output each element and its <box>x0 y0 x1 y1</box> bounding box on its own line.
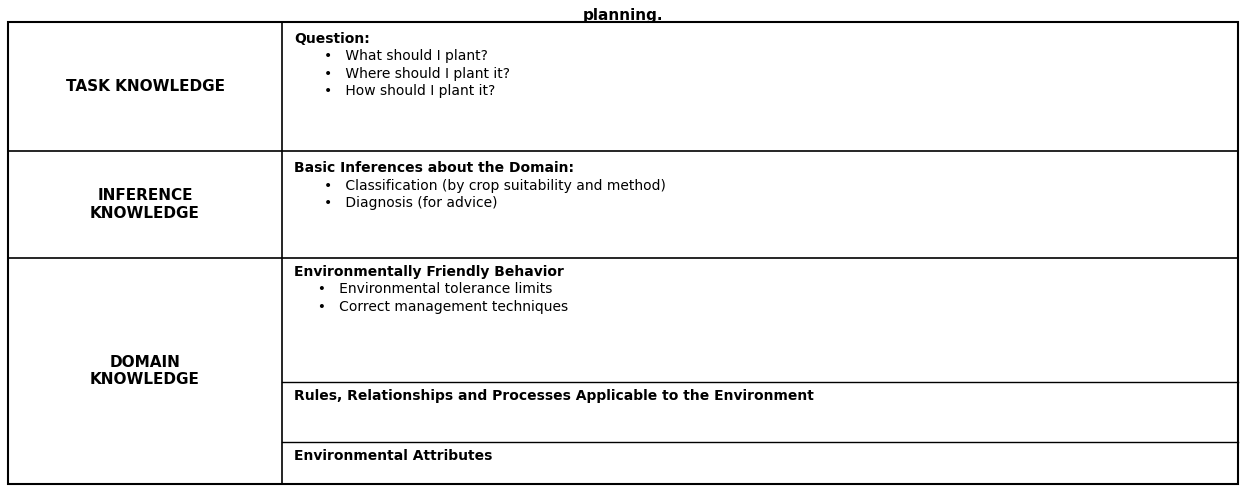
Text: •   Classification (by crop suitability and method): • Classification (by crop suitability an… <box>324 179 667 193</box>
Text: Environmental Attributes: Environmental Attributes <box>294 449 492 464</box>
Text: •   Correct management techniques: • Correct management techniques <box>309 300 568 314</box>
Text: DOMAIN
KNOWLEDGE: DOMAIN KNOWLEDGE <box>90 355 201 387</box>
Text: •   Diagnosis (for advice): • Diagnosis (for advice) <box>324 196 497 210</box>
Text: Basic Inferences about the Domain:: Basic Inferences about the Domain: <box>294 162 574 175</box>
Text: Rules, Relationships and Processes Applicable to the Environment: Rules, Relationships and Processes Appli… <box>294 389 814 404</box>
Text: •   Where should I plant it?: • Where should I plant it? <box>324 67 510 81</box>
Text: TASK KNOWLEDGE: TASK KNOWLEDGE <box>66 79 224 94</box>
Text: INFERENCE
KNOWLEDGE: INFERENCE KNOWLEDGE <box>90 188 201 221</box>
Text: •   How should I plant it?: • How should I plant it? <box>324 84 496 99</box>
Text: •   Environmental tolerance limits: • Environmental tolerance limits <box>309 282 552 296</box>
Text: Environmentally Friendly Behavior: Environmentally Friendly Behavior <box>294 264 564 279</box>
Text: planning.: planning. <box>583 8 663 23</box>
Text: •   What should I plant?: • What should I plant? <box>324 49 488 63</box>
Text: Question:: Question: <box>294 32 370 46</box>
